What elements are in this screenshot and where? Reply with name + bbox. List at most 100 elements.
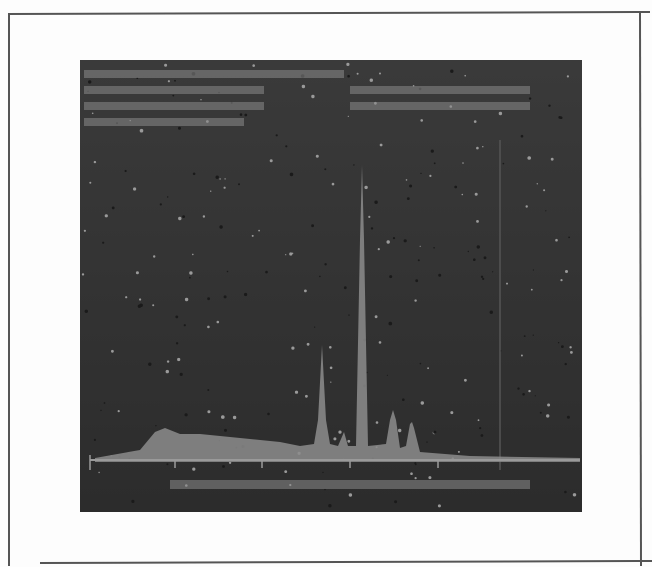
speck: [394, 500, 397, 503]
speck: [564, 491, 567, 494]
speck: [330, 367, 333, 370]
speck: [560, 279, 562, 281]
speck: [561, 345, 564, 348]
speck: [217, 321, 220, 324]
speck: [240, 113, 243, 116]
speck: [499, 112, 502, 115]
speck: [569, 346, 571, 348]
speck: [521, 355, 523, 357]
speck: [427, 367, 429, 369]
page: (() => { const g = document.getElementBy…: [0, 0, 652, 567]
speck: [104, 402, 106, 404]
speck: [166, 370, 169, 373]
speck: [258, 230, 260, 232]
speck: [193, 173, 196, 176]
speck: [418, 259, 420, 261]
speck: [433, 247, 435, 249]
speck: [328, 504, 331, 507]
speck: [175, 316, 178, 319]
speck: [316, 155, 319, 158]
speck: [420, 246, 421, 247]
speck: [189, 277, 191, 279]
speck: [88, 80, 91, 83]
speck: [178, 127, 181, 130]
speck: [450, 411, 453, 414]
speck: [357, 73, 359, 75]
speck: [438, 274, 441, 277]
readout-line: [84, 70, 344, 78]
speck: [224, 187, 226, 189]
speck: [526, 205, 528, 207]
speck: [521, 135, 524, 138]
speck: [311, 95, 314, 98]
speck: [568, 237, 570, 239]
speck: [133, 187, 136, 190]
speck: [85, 310, 88, 313]
speck: [464, 379, 467, 382]
speck: [347, 440, 350, 443]
speck: [387, 240, 390, 243]
speck: [224, 429, 227, 432]
speck: [414, 299, 416, 301]
speck: [533, 335, 534, 336]
speck: [227, 271, 229, 273]
speck: [462, 162, 464, 164]
speck: [454, 186, 457, 189]
speck: [458, 451, 460, 453]
speck: [420, 363, 422, 365]
speck: [105, 214, 108, 217]
speck: [478, 419, 480, 421]
speck: [265, 271, 268, 274]
speck: [406, 179, 408, 181]
photo: [0, 0, 652, 567]
speck: [371, 227, 373, 229]
speck: [152, 304, 154, 306]
speck: [267, 413, 270, 416]
speck: [238, 183, 240, 185]
speck: [368, 216, 370, 218]
speck: [492, 271, 493, 272]
speck: [289, 252, 292, 255]
speck: [216, 176, 219, 179]
speck: [125, 296, 127, 298]
speck: [527, 156, 531, 160]
speck: [332, 183, 335, 186]
speck: [558, 342, 559, 343]
speck: [290, 173, 294, 177]
speck: [244, 293, 247, 296]
speck: [319, 276, 321, 278]
speck: [344, 286, 347, 289]
speck: [434, 162, 436, 164]
speck: [558, 116, 561, 119]
speck: [393, 237, 395, 239]
speck: [148, 363, 151, 366]
speck: [573, 493, 576, 496]
speck: [407, 197, 410, 200]
speck: [535, 395, 536, 396]
speck: [295, 391, 298, 394]
speck: [545, 210, 546, 211]
speck: [346, 63, 349, 66]
speck: [420, 173, 421, 174]
speck: [347, 75, 350, 78]
speck: [438, 504, 441, 507]
speck: [379, 73, 381, 75]
speck: [370, 79, 373, 82]
speck: [503, 163, 505, 165]
speck: [333, 437, 336, 440]
speck: [537, 183, 538, 184]
speck: [565, 270, 568, 273]
speck: [224, 295, 227, 298]
speck: [462, 194, 464, 196]
speck: [176, 342, 178, 344]
speck: [185, 413, 188, 416]
speck: [184, 324, 186, 326]
speck: [233, 416, 236, 419]
speck: [84, 230, 86, 232]
speck: [348, 116, 349, 117]
speck: [364, 186, 367, 189]
speck: [540, 412, 542, 414]
speck: [533, 269, 534, 270]
speck: [490, 311, 493, 314]
speck: [138, 305, 141, 308]
